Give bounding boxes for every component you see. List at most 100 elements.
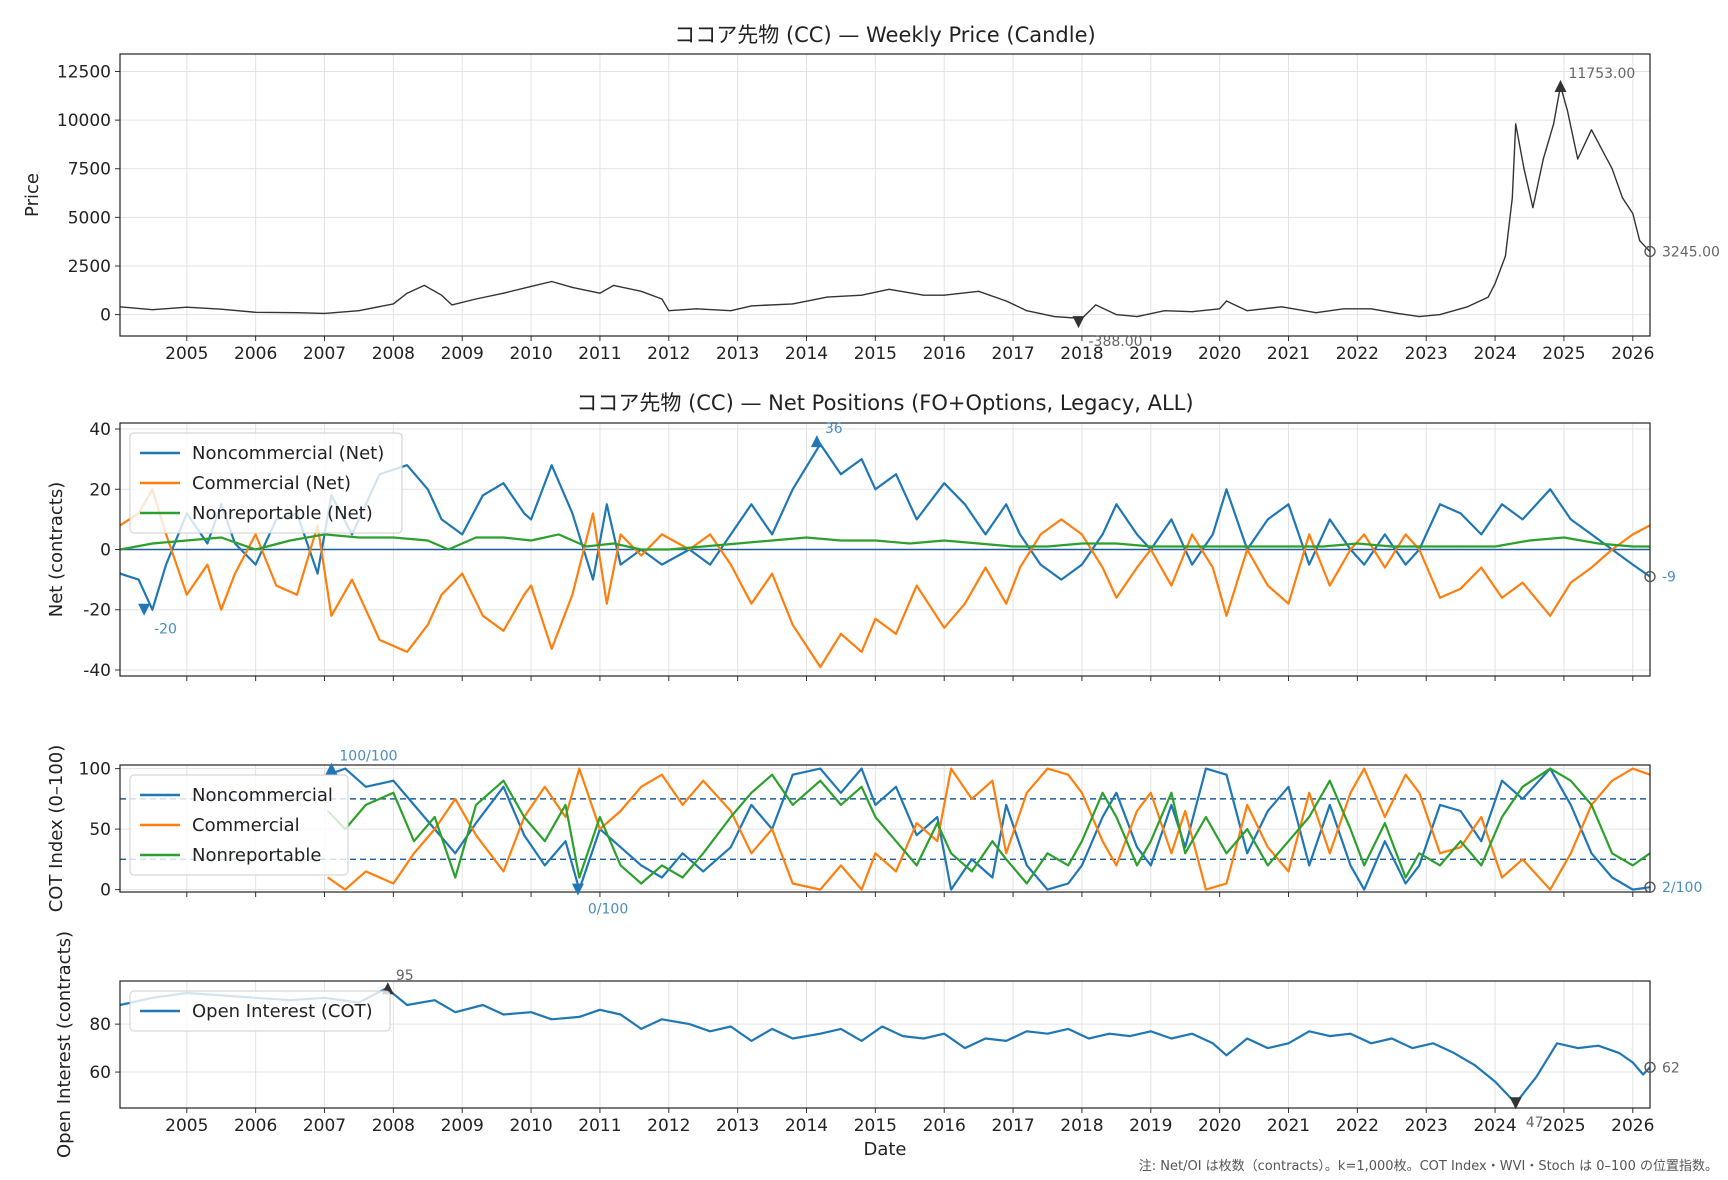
data-point [1473,1064,1475,1066]
data-point [916,834,918,836]
data-point [1040,533,1042,536]
data-point [1494,545,1496,548]
data-point [1522,518,1524,521]
x-tick-label: 2022 [1336,1116,1379,1136]
max-marker [1554,80,1567,93]
data-point [792,303,794,305]
data-point [475,298,477,300]
data-point [1191,533,1193,536]
x-tick-label: 2005 [165,1116,208,1136]
data-point [138,579,140,581]
data-point [1136,846,1138,848]
data-point [564,816,567,818]
data-point [413,840,415,842]
x-tick-label: 2024 [1473,344,1516,364]
data-point [454,1011,456,1013]
data-point [1246,548,1248,551]
data-point [792,804,794,806]
data-point [1501,597,1503,599]
data-point [771,774,773,776]
last-marker [1644,881,1656,893]
x-tick-label: 2009 [441,1116,484,1136]
legend-label: Open Interest (COT) [192,1001,373,1022]
legend-label: Commercial (Net) [192,473,351,494]
data-point [1315,312,1317,314]
data-point [1501,780,1503,782]
data-point [289,539,291,542]
data-point [1287,840,1290,842]
data-point [895,473,897,475]
data-point [1150,548,1152,551]
x-tick-label: 2008 [372,344,415,364]
data-point [186,306,188,308]
data-point [1480,816,1482,818]
data-point [936,840,938,842]
data-point [434,828,436,830]
data-point [1405,774,1407,776]
data-point [1384,822,1386,824]
x-tick-label: 2012 [647,344,690,364]
data-point [578,876,580,879]
min-marker [138,603,151,616]
data-point [1480,533,1482,536]
data-point [709,1030,711,1032]
x-tick-label: 2021 [1267,344,1310,364]
data-point [1225,852,1228,854]
data-point [365,804,367,806]
data-point [1391,545,1393,548]
data-point [327,876,329,879]
data-point [916,864,918,867]
legend-label: Nonreportable (Net) [192,503,373,524]
data-point [1246,828,1248,830]
last-annotation: 62 [1662,1060,1680,1076]
data-point [1349,1033,1352,1035]
data-point [1556,1042,1558,1044]
data-point [1349,548,1352,551]
data-point [792,488,794,490]
data-point [613,542,615,545]
data-point [819,666,821,668]
x-tick-label: 2016 [923,1116,966,1136]
data-point [1060,518,1062,521]
data-point [1040,564,1042,566]
data-point [1460,588,1462,590]
data-point [1590,804,1593,806]
data-point [750,1040,753,1042]
y-axis-label: Net (contracts) [46,482,67,618]
data-point [1019,567,1021,569]
data-point [1356,542,1358,545]
data-point [1150,1030,1152,1032]
data-point [950,852,952,854]
data-point [1439,804,1441,806]
last-annotation: 2/100 [1662,880,1702,896]
data-point [964,603,966,605]
data-point [840,473,842,475]
data-point [709,533,711,536]
y-tick-label: 12500 [57,63,111,83]
data-point [1081,533,1083,536]
data-point [406,292,408,294]
data-point [1191,564,1193,566]
data-point [1597,1045,1599,1047]
data-point [255,533,257,536]
data-point [578,768,580,770]
data-point [640,786,642,788]
y-tick-label: 10000 [57,111,111,131]
data-point [296,312,298,314]
data-point [1460,840,1462,842]
data-point [1570,780,1572,782]
data-point [1632,545,1634,548]
price-panel: 2005 2006 2007 2008 2009 2010 2011 2012 2013 2014… [22,23,1720,364]
data-point [640,1028,642,1030]
data-point [640,864,642,867]
data-point [1611,168,1613,170]
data-point [423,284,425,286]
min-marker [1509,1097,1522,1110]
data-point [1005,300,1007,302]
data-point [1136,810,1138,812]
data-point [275,585,277,587]
data-point [441,518,443,521]
data-point [1384,567,1386,569]
data-point [1005,1040,1007,1042]
data-point [1611,780,1613,782]
